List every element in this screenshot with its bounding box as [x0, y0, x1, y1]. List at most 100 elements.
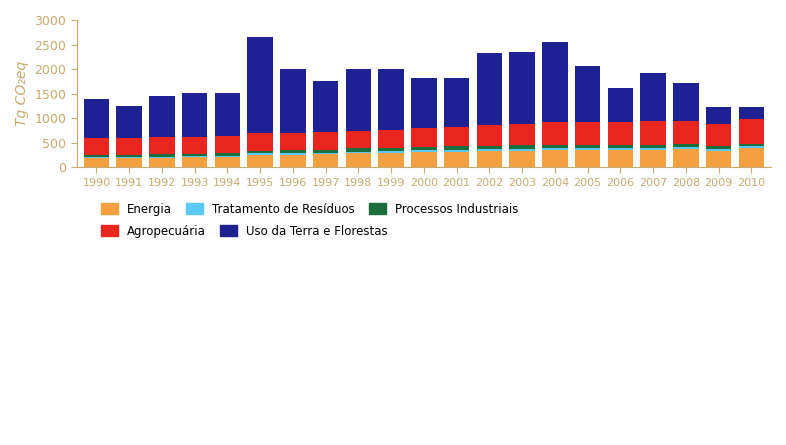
Bar [215, 154, 241, 156]
Bar [641, 148, 666, 150]
Bar [575, 149, 601, 150]
Bar [346, 130, 371, 149]
Bar [313, 150, 339, 153]
Bar [509, 151, 535, 167]
Bar [116, 158, 142, 167]
Bar [116, 138, 142, 155]
Bar [149, 154, 174, 157]
Bar [444, 78, 469, 127]
Bar [182, 154, 208, 156]
Bar [280, 69, 306, 133]
Bar [116, 155, 142, 157]
Bar [706, 149, 732, 151]
Bar [542, 145, 567, 149]
Bar [346, 69, 371, 130]
Bar [378, 148, 404, 151]
Bar [739, 149, 764, 167]
Bar [509, 146, 535, 149]
Bar [215, 156, 241, 157]
Bar [411, 147, 437, 150]
Bar [641, 73, 666, 121]
Bar [84, 157, 109, 158]
Bar [575, 66, 601, 122]
Bar [641, 145, 666, 148]
Bar [280, 133, 306, 150]
Bar [248, 155, 273, 167]
Bar [215, 157, 241, 167]
Bar [280, 153, 306, 154]
Bar [215, 137, 241, 154]
Bar [641, 121, 666, 145]
Bar [542, 42, 567, 122]
Bar [378, 130, 404, 148]
Bar [509, 124, 535, 146]
Bar [84, 99, 109, 138]
Bar [378, 153, 404, 167]
Bar [509, 53, 535, 124]
Bar [182, 156, 208, 157]
Bar [116, 157, 142, 158]
Bar [706, 124, 732, 146]
Bar [313, 81, 339, 132]
Bar [444, 152, 469, 167]
Bar [444, 146, 469, 150]
Bar [476, 146, 502, 150]
Bar [575, 122, 601, 145]
Bar [509, 149, 535, 151]
Legend: Agropecuária, Uso da Terra e Florestas: Agropecuária, Uso da Terra e Florestas [97, 220, 393, 243]
Bar [476, 125, 502, 146]
Bar [739, 146, 764, 149]
Bar [313, 153, 339, 154]
Bar [182, 93, 208, 137]
Bar [248, 37, 273, 133]
Bar [182, 157, 208, 167]
Bar [444, 150, 469, 152]
Bar [149, 138, 174, 154]
Bar [116, 106, 142, 138]
Bar [346, 154, 371, 167]
Bar [608, 122, 634, 145]
Bar [542, 150, 567, 167]
Bar [739, 144, 764, 146]
Bar [84, 154, 109, 157]
Bar [542, 149, 567, 150]
Bar [149, 158, 174, 167]
Bar [673, 121, 699, 144]
Bar [641, 150, 666, 167]
Bar [542, 122, 567, 145]
Bar [248, 133, 273, 151]
Bar [575, 150, 601, 167]
Bar [84, 158, 109, 167]
Bar [476, 150, 502, 151]
Bar [673, 83, 699, 121]
Bar [608, 145, 634, 148]
Y-axis label: Tg CO₂eq: Tg CO₂eq [15, 61, 29, 126]
Bar [411, 152, 437, 167]
Bar [608, 88, 634, 122]
Bar [608, 148, 634, 150]
Bar [248, 154, 273, 155]
Bar [476, 53, 502, 125]
Bar [575, 145, 601, 149]
Bar [608, 150, 634, 167]
Bar [411, 150, 437, 152]
Bar [84, 138, 109, 154]
Bar [411, 128, 437, 147]
Bar [411, 78, 437, 128]
Bar [378, 69, 404, 130]
Bar [706, 107, 732, 124]
Bar [313, 154, 339, 167]
Bar [280, 154, 306, 167]
Bar [739, 119, 764, 144]
Bar [313, 132, 339, 150]
Bar [444, 127, 469, 146]
Bar [149, 157, 174, 158]
Bar [280, 150, 306, 153]
Bar [673, 147, 699, 149]
Bar [739, 107, 764, 119]
Bar [346, 149, 371, 152]
Bar [706, 146, 732, 149]
Bar [346, 152, 371, 154]
Bar [215, 93, 241, 137]
Bar [378, 151, 404, 153]
